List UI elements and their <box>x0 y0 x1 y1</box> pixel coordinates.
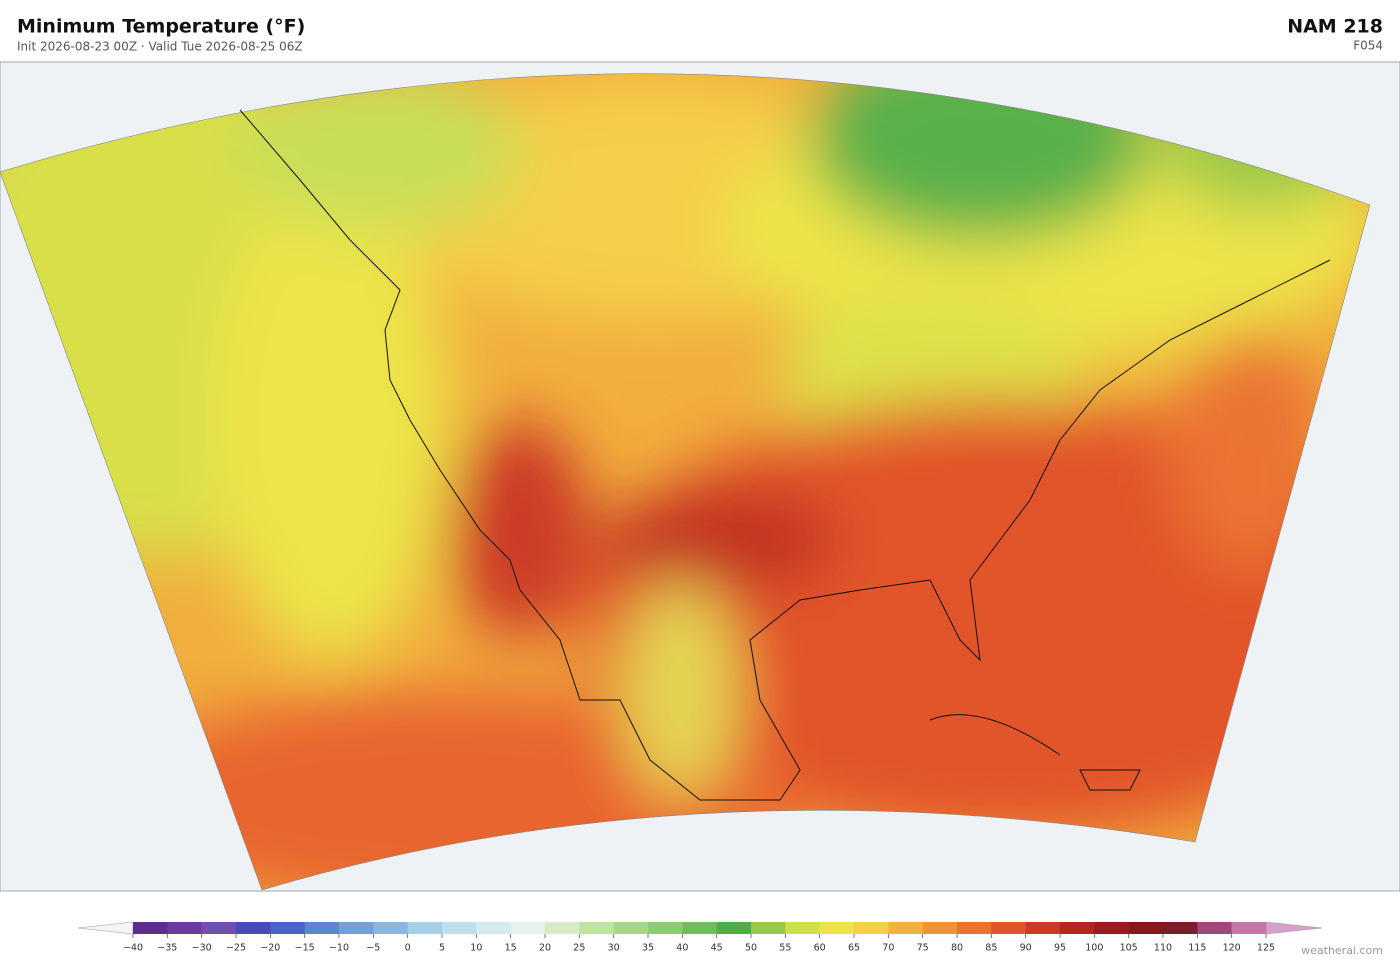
map <box>0 61 1400 892</box>
colorbar-bin <box>339 922 374 934</box>
colorbar-tick-label: −30 <box>192 943 212 954</box>
colorbar-tick-label: 20 <box>539 943 551 954</box>
colorbar-tick-label: 95 <box>1054 943 1066 954</box>
colorbar-tick-label: 50 <box>745 943 757 954</box>
colorbar-tick-label: −25 <box>226 943 246 954</box>
colorbar-bin <box>476 922 511 934</box>
colorbar-tick-label: 65 <box>848 943 860 954</box>
forecast-hour: F054 <box>1353 39 1383 53</box>
colorbar-tick-label: −40 <box>123 943 143 954</box>
colorbar-tick-label: 120 <box>1223 943 1241 954</box>
colorbar-tick-label: −10 <box>329 943 349 954</box>
colorbar-tick-label: 80 <box>951 943 963 954</box>
colorbar-tick-label: 10 <box>470 943 482 954</box>
colorbar-tick-label: 115 <box>1188 943 1206 954</box>
colorbar-tick-label: 85 <box>985 943 997 954</box>
colorbar-tick-label: 110 <box>1154 943 1172 954</box>
colorbar-over <box>1265 921 1323 935</box>
colorbar-tick-label: 30 <box>608 943 620 954</box>
colorbar-bin <box>201 922 237 934</box>
credit: weatherai.com <box>1301 944 1383 957</box>
colorbar-bin <box>888 922 923 934</box>
colorbar-bin <box>648 922 683 934</box>
colorbar-bin <box>1197 922 1232 934</box>
colorbar-tick-label: −20 <box>260 943 280 954</box>
colorbar-tick-label: 60 <box>814 943 826 954</box>
colorbar-bin <box>1025 922 1061 934</box>
colorbar-bin <box>407 922 443 934</box>
colorbar-bin <box>236 922 271 934</box>
colorbar-tick-label: 75 <box>917 943 929 954</box>
colorbar-bin <box>751 922 786 934</box>
colorbar-bin <box>682 922 717 934</box>
colorbar-bin <box>373 922 408 934</box>
colorbar-tick-label: 35 <box>642 943 654 954</box>
colorbar-bin <box>785 922 820 934</box>
colorbar-tick-label: 5 <box>439 943 445 954</box>
colorbar-tick-label: 100 <box>1085 943 1103 954</box>
colorbar-bin <box>545 922 580 934</box>
colorbar-tick-label: −5 <box>366 943 380 954</box>
colorbar-bin <box>957 922 992 934</box>
colorbar-tick-label: −35 <box>157 943 177 954</box>
colorbar-bin <box>1060 922 1095 934</box>
colorbar-tick-label: 40 <box>676 943 688 954</box>
colorbar-bin <box>167 922 202 934</box>
colorbar-bin <box>1094 922 1129 934</box>
colorbar-bin <box>133 922 168 934</box>
colorbar-tick-label: 45 <box>711 943 723 954</box>
colorbar-bin <box>304 922 340 934</box>
colorbar-bin <box>1163 922 1198 934</box>
subtitle: Init 2026-08-23 00Z · Valid Tue 2026-08-… <box>17 40 303 54</box>
colorbar-under <box>77 921 134 935</box>
colorbar-bin <box>819 922 855 934</box>
colorbar-tick-label: 125 <box>1257 943 1275 954</box>
colorbar-bin <box>270 922 305 934</box>
colorbar-tick-label: −15 <box>295 943 315 954</box>
colorbar: −40 −35 −30 −25 −20 −15 −10 −5 0 5 10 15 20 25 30 35 40 4… <box>77 921 1323 954</box>
colorbar-bin <box>1128 922 1164 934</box>
colorbar-tick-label: 105 <box>1120 943 1138 954</box>
colorbar-bin <box>579 922 614 934</box>
colorbar-bin <box>442 922 477 934</box>
colorbar-tick-label: 25 <box>573 943 585 954</box>
colorbar-bin <box>991 922 1026 934</box>
colorbar-bin <box>716 922 752 934</box>
colorbar-bin <box>922 922 958 934</box>
temperature-field <box>0 73 1370 890</box>
colorbar-tick-label: 90 <box>1020 943 1032 954</box>
colorbar-bin <box>613 922 649 934</box>
colorbar-tick-label: 15 <box>505 943 517 954</box>
colorbar-bin <box>510 922 546 934</box>
colorbar-tick-label: 70 <box>882 943 894 954</box>
model-name: NAM 218 <box>1287 16 1383 38</box>
colorbar-bin <box>1231 922 1267 934</box>
title: Minimum Temperature (°F) <box>17 16 305 38</box>
colorbar-tick-label: 0 <box>405 943 411 954</box>
colorbar-tick-label: 55 <box>779 943 791 954</box>
colorbar-bin <box>854 922 889 934</box>
coastlines <box>239 109 1331 801</box>
